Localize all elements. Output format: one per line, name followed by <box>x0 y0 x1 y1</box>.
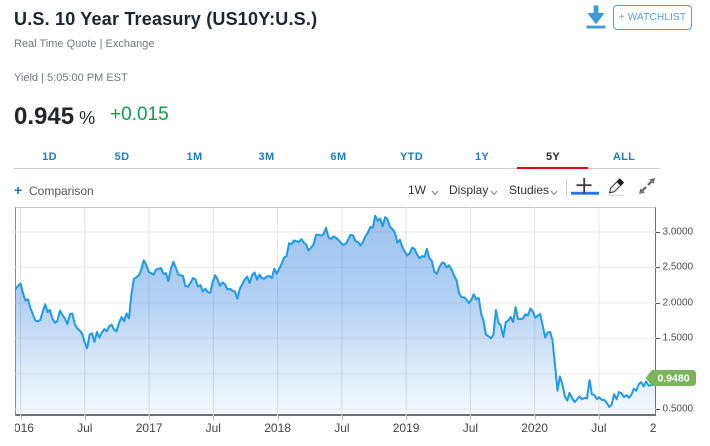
svg-text:0.9480: 0.9480 <box>657 373 689 385</box>
